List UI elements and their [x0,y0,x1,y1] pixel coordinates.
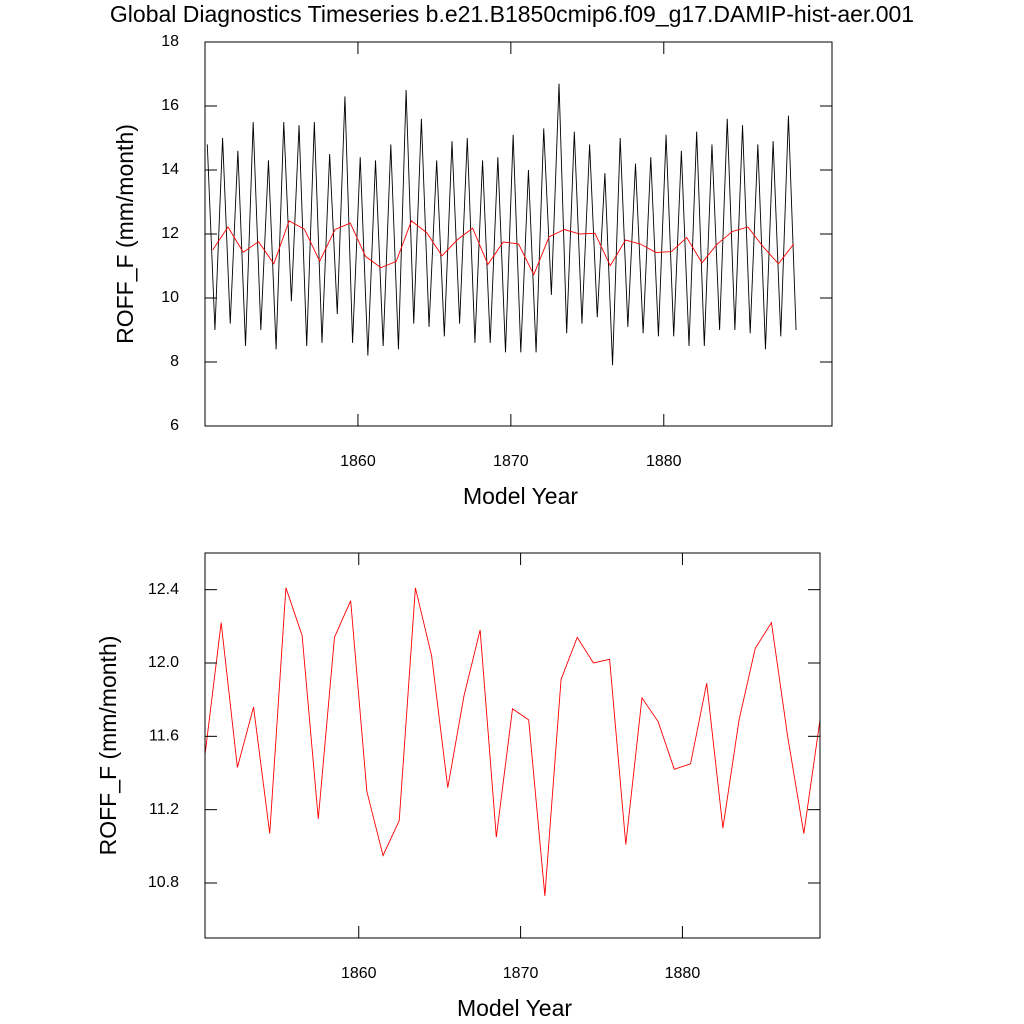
x-tick-label: 1880 [665,965,701,982]
y-tick-label: 11.2 [149,801,179,818]
y-axis-label: ROFF_F (mm/month) [95,636,121,856]
x-tick-label: 1860 [340,453,376,470]
data-line [206,83,797,366]
x-axis-label: Model Year [463,483,578,509]
y-tick-label: 6 [170,417,179,434]
x-tick-label: 1870 [493,453,529,470]
x-axis-label: Model Year [457,995,572,1021]
y-tick-label: 18 [161,33,179,50]
y-tick-label: 12 [161,225,179,242]
plot-frame [204,41,833,427]
x-tick-label: 1860 [341,965,377,982]
y-tick-label: 14 [161,161,179,178]
y-tick-label: 10.8 [148,874,179,891]
chart-title: Global Diagnostics Timeseries b.e21.B185… [110,1,914,27]
x-tick-label: 1870 [503,965,539,982]
y-tick-label: 10 [161,289,179,306]
y-tick-label: 12.4 [148,581,179,598]
y-tick-label: 16 [161,97,179,114]
data-line [204,587,821,896]
y-tick-label: 8 [170,353,179,370]
data-line [212,220,795,276]
plot-frame [204,552,821,939]
y-axis-label: ROFF_F (mm/month) [112,124,138,344]
y-tick-label: 12.0 [148,654,179,671]
y-tick-label: 11.6 [149,728,179,745]
x-tick-label: 1880 [646,453,682,470]
